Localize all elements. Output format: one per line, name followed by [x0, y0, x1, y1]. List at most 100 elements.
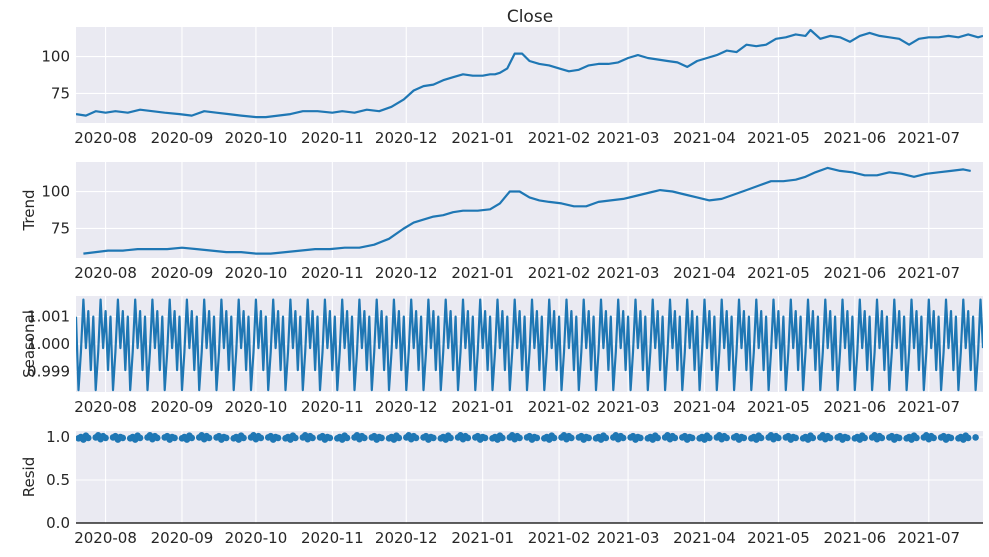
x-tick-label: 2021-06 [823, 529, 886, 547]
resid-point [792, 434, 799, 442]
resid-point [430, 434, 437, 442]
x-tick-label: 2021-03 [597, 398, 660, 416]
resid-point [516, 434, 523, 442]
x-tick-label: 2020-08 [74, 398, 137, 416]
resid-point [947, 434, 955, 442]
x-tick-label: 2020-11 [301, 398, 364, 416]
resid-point [292, 434, 299, 442]
resid-point [395, 434, 403, 442]
resid-point [706, 434, 713, 442]
x-tick-label: 2021-03 [597, 264, 660, 282]
x-tick-label: 2021-06 [823, 264, 886, 282]
x-tick-label: 2020-11 [301, 264, 364, 282]
y-tick-label: 1.001 [27, 308, 70, 326]
resid-point [343, 434, 351, 442]
x-tick-label: 2020-11 [301, 129, 364, 147]
x-tick-label: 2020-08 [74, 129, 137, 147]
x-tick-label: 2021-07 [897, 529, 960, 547]
x-tick-label: 2021-01 [451, 529, 514, 547]
figure-title: Close [507, 7, 553, 27]
x-tick-label: 2020-11 [301, 529, 364, 547]
resid-point [223, 434, 230, 442]
x-tick-label: 2021-01 [451, 264, 514, 282]
x-tick-label: 2021-05 [747, 264, 810, 282]
x-tick-label: 2021-03 [597, 529, 660, 547]
resid-point [309, 434, 316, 442]
x-tick-label: 2020-12 [375, 398, 438, 416]
resid-point [740, 434, 748, 442]
resid-point [412, 434, 420, 442]
resid-point [757, 434, 765, 442]
x-tick-label: 2020-12 [375, 529, 438, 547]
resid-point [964, 434, 972, 442]
resid-point [326, 434, 334, 442]
resid-point [533, 434, 541, 442]
x-tick-label: 2021-05 [747, 398, 810, 416]
resid-point [619, 434, 627, 442]
resid-point [102, 434, 109, 442]
y-tick-label: 0.0 [46, 514, 70, 532]
x-tick-label: 2020-08 [74, 529, 137, 547]
x-tick-label: 2021-07 [897, 398, 960, 416]
x-tick-label: 2020-09 [151, 129, 214, 147]
y-tick-label: 0.5 [46, 471, 70, 489]
resid-point [378, 434, 385, 442]
resid-point [205, 434, 213, 442]
resid-point [154, 434, 161, 442]
plot-area [76, 162, 983, 258]
resid-point [671, 434, 679, 442]
x-tick-label: 2021-04 [673, 398, 736, 416]
x-tick-label: 2020-10 [225, 529, 288, 547]
x-tick-label: 2021-07 [897, 129, 960, 147]
x-tick-label: 2021-05 [747, 529, 810, 547]
resid-point [188, 434, 196, 442]
resid-point [913, 434, 920, 442]
x-tick-label: 2020-10 [225, 129, 288, 147]
resid-point [481, 434, 489, 442]
y-tick-label: 100 [41, 183, 70, 201]
x-tick-label: 2021-01 [451, 129, 514, 147]
x-tick-label: 2020-09 [151, 264, 214, 282]
resid-point [878, 434, 886, 442]
resid-point [171, 434, 178, 442]
x-tick-label: 2021-01 [451, 398, 514, 416]
y-tick-label: 75 [51, 84, 70, 102]
x-tick-label: 2021-02 [528, 398, 591, 416]
close-panel: 2020-08 2020-09 2020-10 2020-11 2020-12 2021-… [41, 27, 983, 147]
x-tick-label: 2020-12 [375, 264, 438, 282]
seasonal-panel: 2020-08 2020-09 2020-10 2020-11 2020-12 2021-… [20, 296, 983, 416]
x-tick-label: 2021-02 [528, 529, 591, 547]
y-axis-label: Trend [20, 189, 38, 231]
resid-panel: 2020-08 2020-09 2020-10 2020-11 2020-12 2021-… [20, 428, 983, 547]
x-tick-label: 2021-05 [747, 129, 810, 147]
resid-point [85, 434, 92, 442]
y-tick-label: 1.000 [27, 335, 70, 353]
resid-point [775, 434, 782, 442]
resid-point [809, 434, 817, 442]
x-tick-label: 2020-08 [74, 264, 137, 282]
resid-point [654, 434, 661, 442]
resid-point [723, 434, 730, 442]
x-tick-label: 2020-10 [225, 264, 288, 282]
resid-point [499, 434, 506, 442]
resid-point [119, 434, 127, 442]
x-tick-label: 2020-09 [151, 398, 214, 416]
series-line [76, 298, 983, 392]
y-tick-label: 0.999 [27, 362, 70, 380]
resid-point [895, 434, 903, 442]
x-tick-label: 2021-06 [823, 398, 886, 416]
x-tick-label: 2021-04 [673, 264, 736, 282]
resid-point [136, 434, 144, 442]
x-tick-label: 2021-04 [673, 129, 736, 147]
resid-point [257, 434, 265, 442]
x-tick-label: 2021-03 [597, 129, 660, 147]
x-tick-label: 2021-04 [673, 529, 736, 547]
resid-point [930, 434, 937, 442]
x-tick-label: 2021-06 [823, 129, 886, 147]
resid-point [361, 434, 368, 442]
resid-point [585, 434, 592, 442]
x-tick-label: 2021-02 [528, 264, 591, 282]
x-tick-label: 2021-07 [897, 264, 960, 282]
resid-point [637, 434, 644, 442]
y-tick-label: 100 [41, 48, 70, 66]
